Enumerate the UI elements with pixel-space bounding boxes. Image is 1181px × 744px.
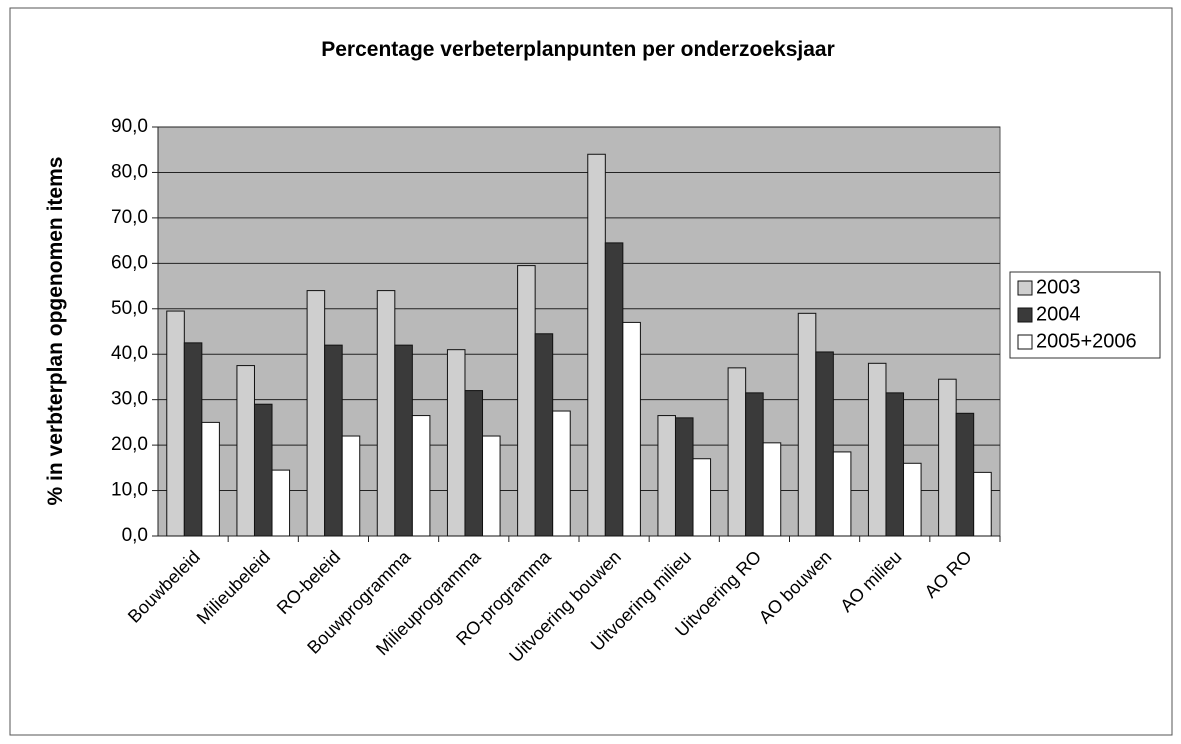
y-tick-label: 40,0 [111,343,148,364]
bar [745,392,764,537]
chart-title: Percentage verbeterplanpunten per onderz… [321,38,835,61]
bar [376,290,396,537]
bar [306,290,326,537]
bar [762,442,782,537]
legend-swatch [1017,334,1033,350]
y-tick-label: 90,0 [111,116,148,137]
bar [832,451,852,537]
bar [587,153,606,537]
bar [622,321,641,537]
bar [411,415,431,537]
y-tick-label: 30,0 [111,389,148,410]
legend-swatch [1017,280,1033,296]
plot-area [157,126,1001,537]
bar [183,342,203,537]
bar [271,469,291,537]
y-tick-label: 80,0 [111,161,148,182]
bar [482,435,501,537]
bar [552,410,571,537]
legend-label: 2004 [1036,303,1081,325]
bar [517,265,536,537]
y-axis-label: % in verbterplan opgenomen items [44,157,67,506]
bar [797,312,817,537]
bar [692,458,712,537]
bar [604,242,624,537]
bar [341,435,361,537]
bar [657,415,676,537]
bar [236,365,255,537]
bar [815,351,834,537]
bar [727,367,747,537]
y-tick-label: 10,0 [111,480,148,501]
y-tick-label: 50,0 [111,298,148,319]
bar [201,421,220,537]
bar [867,362,887,537]
bar [903,462,922,537]
bar [938,378,957,537]
bar [324,344,343,537]
legend-box [1009,271,1161,359]
bar [973,471,992,537]
legend-label: 2005+2006 [1036,330,1137,352]
bar [446,349,466,537]
y-tick-label: 0,0 [122,525,148,546]
bar [885,392,905,537]
bar [955,412,975,537]
bar [534,333,554,537]
bar [253,403,273,537]
y-tick-label: 20,0 [111,434,148,455]
legend-swatch [1017,307,1033,323]
bar [166,310,185,537]
legend-label: 2003 [1036,276,1081,298]
bar [464,390,484,537]
y-tick-label: 60,0 [111,252,148,273]
bar [674,417,694,537]
bar [394,344,413,537]
y-tick-label: 70,0 [111,207,148,228]
